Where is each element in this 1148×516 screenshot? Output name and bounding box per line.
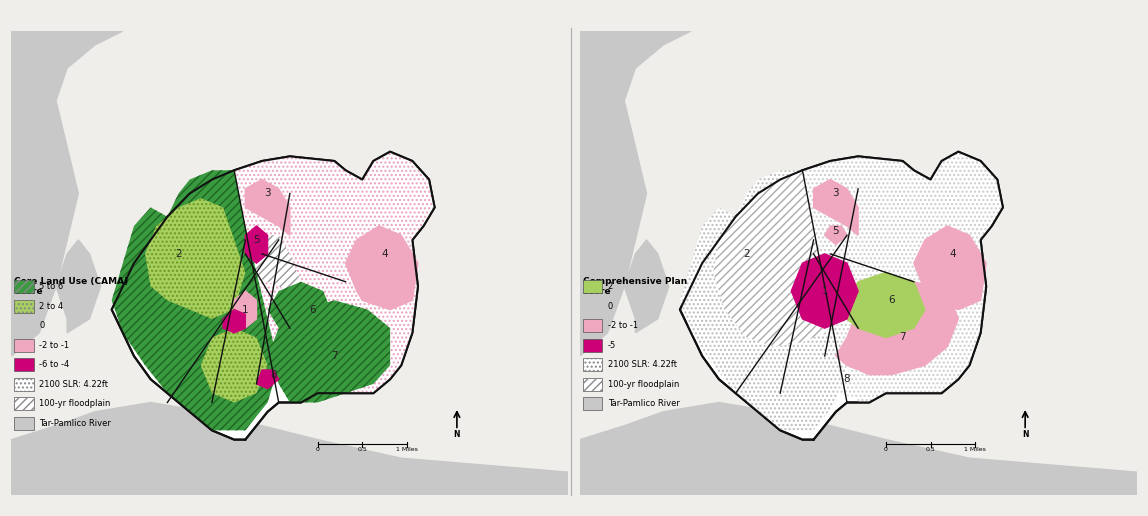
Text: 1: 1 xyxy=(242,304,249,315)
Bar xyxy=(14,300,33,313)
Polygon shape xyxy=(11,31,123,356)
Text: 0.5: 0.5 xyxy=(357,447,367,452)
Polygon shape xyxy=(713,170,836,347)
Text: 5 to 6: 5 to 6 xyxy=(39,282,63,292)
Text: -5: -5 xyxy=(607,341,615,350)
Text: -2 to -1: -2 to -1 xyxy=(607,321,637,330)
Text: 2100 SLR: 4.22ft: 2100 SLR: 4.22ft xyxy=(39,380,108,389)
Polygon shape xyxy=(201,328,267,402)
Text: 5: 5 xyxy=(254,235,259,245)
Bar xyxy=(582,319,602,332)
Text: -6 to -4: -6 to -4 xyxy=(39,360,70,369)
Text: Comprehensive Plan
Score: Comprehensive Plan Score xyxy=(582,277,687,297)
Text: 2: 2 xyxy=(744,249,750,259)
Bar xyxy=(14,378,33,391)
Text: 0.5: 0.5 xyxy=(925,447,936,452)
Bar xyxy=(14,397,33,410)
Text: 3: 3 xyxy=(832,188,839,199)
Text: 0: 0 xyxy=(607,302,613,311)
Bar xyxy=(14,339,33,352)
Text: 100-yr floodplain: 100-yr floodplain xyxy=(607,380,678,389)
Polygon shape xyxy=(234,235,301,291)
Text: 4: 4 xyxy=(949,249,956,259)
Polygon shape xyxy=(234,152,435,402)
Polygon shape xyxy=(246,226,267,263)
Text: N: N xyxy=(453,430,460,439)
Bar xyxy=(582,339,602,352)
Text: 0: 0 xyxy=(316,447,319,452)
Bar xyxy=(14,280,33,293)
Text: 2 to 4: 2 to 4 xyxy=(39,302,63,311)
Polygon shape xyxy=(791,254,858,328)
Polygon shape xyxy=(56,240,101,333)
Polygon shape xyxy=(246,180,289,235)
Polygon shape xyxy=(223,310,246,333)
Polygon shape xyxy=(680,152,1003,440)
Polygon shape xyxy=(267,282,334,337)
Text: 8: 8 xyxy=(270,369,277,380)
Polygon shape xyxy=(814,180,858,235)
Bar xyxy=(14,417,33,430)
Polygon shape xyxy=(836,282,959,375)
Text: 7: 7 xyxy=(899,332,906,343)
Polygon shape xyxy=(836,370,869,398)
Bar xyxy=(582,359,602,372)
Polygon shape xyxy=(279,310,357,375)
Polygon shape xyxy=(580,31,691,356)
Polygon shape xyxy=(802,152,1003,402)
Bar xyxy=(14,378,33,391)
Polygon shape xyxy=(680,170,847,430)
Bar xyxy=(582,280,602,293)
Bar xyxy=(14,359,33,372)
Polygon shape xyxy=(111,152,435,440)
Bar xyxy=(14,397,33,410)
Text: 2: 2 xyxy=(176,249,181,259)
Text: Core Land Use (CAMA)
Score: Core Land Use (CAMA) Score xyxy=(14,277,129,297)
Text: 0: 0 xyxy=(884,447,887,452)
Text: 4: 4 xyxy=(381,249,388,259)
Text: 5: 5 xyxy=(832,225,839,236)
Polygon shape xyxy=(11,402,568,495)
Text: 1 Miles: 1 Miles xyxy=(396,447,418,452)
Text: 6: 6 xyxy=(889,295,894,305)
Text: 0: 0 xyxy=(39,321,45,330)
Text: Tar-Pamlico River: Tar-Pamlico River xyxy=(607,399,680,408)
Polygon shape xyxy=(625,240,669,333)
Bar xyxy=(582,378,602,391)
Text: 1: 1 xyxy=(822,286,828,296)
Text: N: N xyxy=(1022,430,1029,439)
Text: 8: 8 xyxy=(844,374,851,384)
Bar xyxy=(14,300,33,313)
Bar xyxy=(582,397,602,410)
Text: -2 to -1: -2 to -1 xyxy=(39,341,69,350)
Polygon shape xyxy=(256,370,279,389)
Polygon shape xyxy=(145,198,246,319)
Bar xyxy=(582,378,602,391)
Polygon shape xyxy=(914,226,986,310)
Polygon shape xyxy=(234,291,256,328)
Text: 1 Miles: 1 Miles xyxy=(964,447,986,452)
Polygon shape xyxy=(824,226,847,245)
Bar xyxy=(582,359,602,372)
Polygon shape xyxy=(580,402,1137,495)
Bar xyxy=(14,280,33,293)
Polygon shape xyxy=(847,272,925,337)
Polygon shape xyxy=(267,300,390,402)
Polygon shape xyxy=(111,170,279,430)
Text: 100-yr floodplain: 100-yr floodplain xyxy=(39,399,110,408)
Text: 7: 7 xyxy=(331,351,338,361)
Text: 2100 SLR: 4.22ft: 2100 SLR: 4.22ft xyxy=(607,360,676,369)
Polygon shape xyxy=(346,226,418,310)
Text: 6: 6 xyxy=(309,304,316,315)
Text: 2: 2 xyxy=(607,282,613,292)
Text: 3: 3 xyxy=(264,188,271,199)
Text: Tar-Pamlico River: Tar-Pamlico River xyxy=(39,419,111,428)
